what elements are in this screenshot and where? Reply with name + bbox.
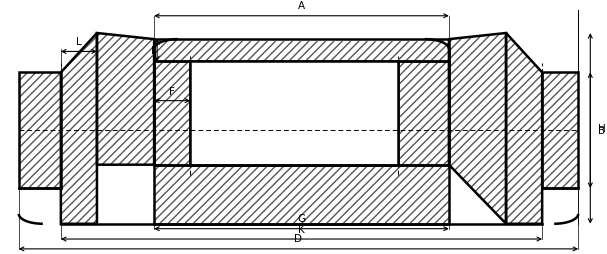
Polygon shape <box>97 34 154 165</box>
Polygon shape <box>61 34 97 224</box>
Polygon shape <box>449 34 506 224</box>
Text: ID: ID <box>288 85 299 95</box>
Polygon shape <box>506 34 542 224</box>
Text: F: F <box>151 46 157 56</box>
Text: K: K <box>298 224 305 234</box>
Text: L: L <box>76 37 82 47</box>
Text: H: H <box>597 124 605 134</box>
Polygon shape <box>190 62 398 165</box>
Polygon shape <box>19 73 61 188</box>
Text: B: B <box>597 126 605 136</box>
Polygon shape <box>154 165 449 224</box>
Text: 2: 2 <box>308 138 313 147</box>
Text: D: D <box>294 233 302 244</box>
Polygon shape <box>398 62 449 165</box>
Polygon shape <box>154 40 449 62</box>
Polygon shape <box>542 73 578 188</box>
Text: G: G <box>297 213 305 224</box>
Polygon shape <box>154 62 190 165</box>
Text: ID: ID <box>285 135 296 145</box>
Text: F: F <box>169 86 175 96</box>
Text: A: A <box>298 1 305 11</box>
